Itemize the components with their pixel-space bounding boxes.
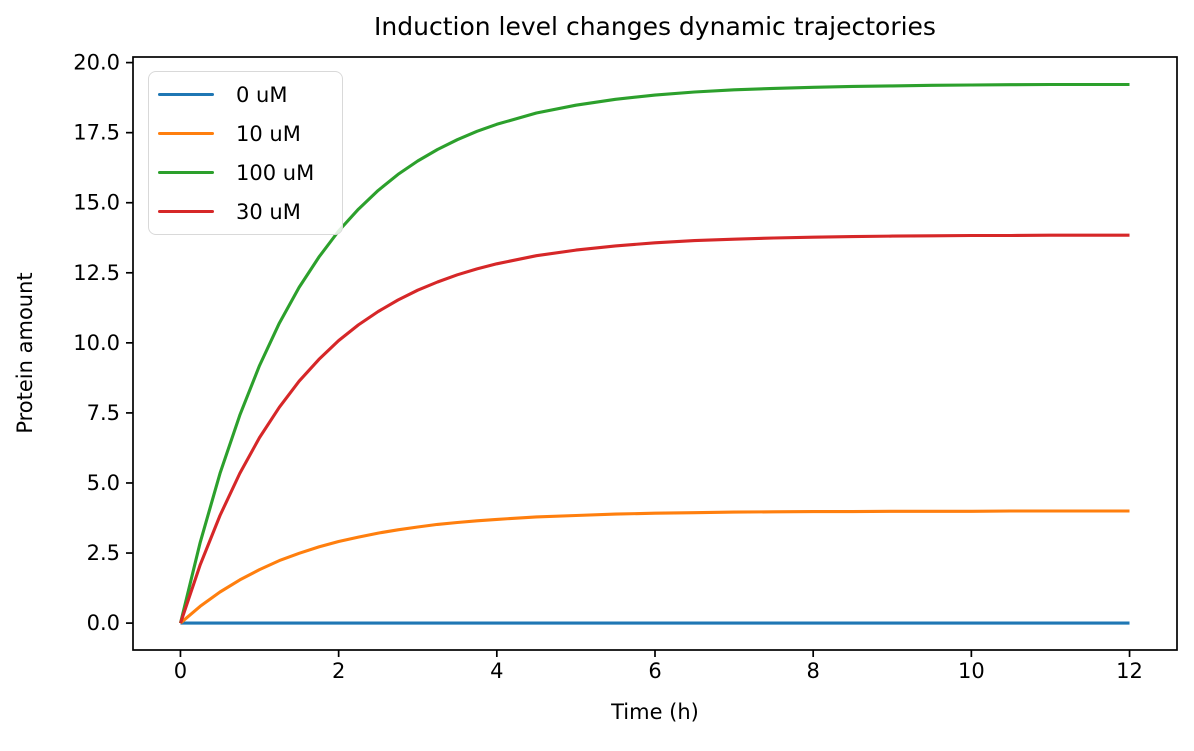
y-tick-label: 17.5 (73, 121, 120, 145)
x-tick-label: 10 (958, 659, 985, 683)
y-axis-label: Protein amount (13, 272, 37, 434)
x-axis-label: Time (h) (611, 700, 699, 724)
y-tick-label: 2.5 (87, 541, 120, 565)
axes-spines (132, 56, 1178, 651)
series-line-30-um (179, 233, 1130, 624)
legend-item: 100 uM (158, 153, 342, 192)
y-tick-label: 20.0 (73, 51, 120, 75)
legend-line-sample (158, 170, 214, 175)
y-tick-label: 5.0 (87, 471, 120, 495)
y-tick-label: 0.0 (87, 611, 120, 635)
legend-item: 10 uM (158, 114, 342, 153)
legend-item: 30 uM (158, 192, 342, 231)
legend-label: 30 uM (236, 199, 301, 224)
legend-line-sample (158, 209, 214, 214)
legend-item: 0 uM (158, 75, 342, 114)
legend: 0 uM 10 uM 100 uM 30 uM (148, 71, 343, 235)
y-tick-label: 12.5 (73, 261, 120, 285)
y-tick-label: 15.0 (73, 191, 120, 215)
x-tick-label: 12 (1116, 659, 1143, 683)
legend-label: 0 uM (236, 82, 288, 107)
legend-line-sample (158, 131, 214, 136)
legend-label: 100 uM (236, 160, 315, 185)
legend-line-sample (158, 92, 214, 97)
x-tick-label: 6 (648, 659, 661, 683)
x-tick-label: 0 (174, 659, 187, 683)
chart-title: Induction level changes dynamic trajecto… (374, 12, 936, 41)
y-tick-label: 7.5 (87, 401, 120, 425)
series-line-100-um (178, 82, 1130, 624)
legend-label: 10 uM (236, 121, 301, 146)
x-tick-label: 8 (806, 659, 819, 683)
series-line-10-um (179, 509, 1130, 625)
y-tick-label: 10.0 (73, 331, 120, 355)
x-tick-label: 4 (490, 659, 503, 683)
x-tick-label: 2 (332, 659, 345, 683)
